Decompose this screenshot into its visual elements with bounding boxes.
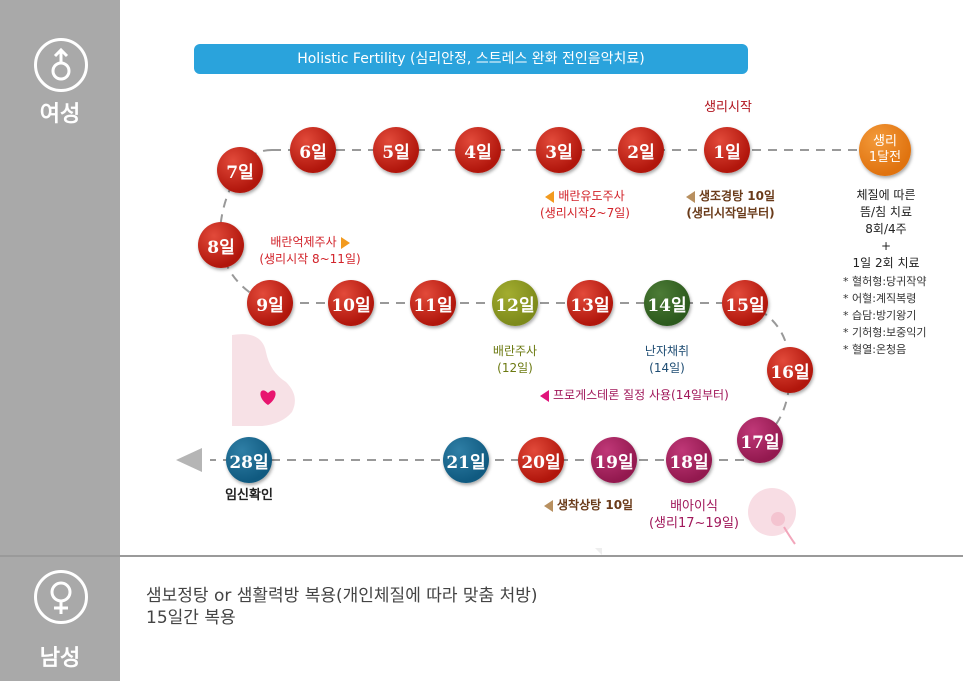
male-line2: 15일간 복용 [146, 608, 236, 628]
left-arrow-icon [540, 389, 549, 402]
egg-retrieval-line1: 난자채취 [644, 344, 690, 358]
ovulation-suppress-note: 배란억제주사 (생리시작 8~11일) [250, 234, 370, 268]
constitution-item: * 어혈:계직복령 [843, 292, 917, 305]
constitution-item: * 기허형:보중익기 [843, 326, 927, 339]
egg-icon [748, 488, 796, 536]
pregnant-silhouette-icon [232, 334, 295, 426]
saengjo-note: 생조경탕 10일 (생리시작일부터) [668, 188, 793, 222]
sidebar [0, 0, 120, 681]
pre-cycle-circle: 생리 1달전 [859, 124, 911, 176]
egg-retrieval-line2: (14일) [649, 361, 685, 375]
left-arrow-icon [685, 190, 695, 203]
day-21-circle: 21일 [443, 437, 489, 483]
left-arrow-icon [544, 499, 553, 512]
treatment-line3: 8회/4주 [865, 222, 907, 236]
saengchak-text: 생착상탕 10일 [557, 498, 634, 512]
holistic-fertility-banner: Holistic Fertility (심리안정, 스트레스 완화 전인음악치료… [194, 44, 748, 74]
ovulation-shot-line2: (12일) [497, 361, 533, 375]
day-3-circle: 3일 [536, 127, 582, 173]
day-15-circle: 15일 [722, 280, 768, 326]
ovulation-induction-line2: (생리시작2~7일) [540, 206, 630, 220]
day-13-circle: 13일 [567, 280, 613, 326]
pre-cycle-line2: 1달전 [868, 150, 902, 165]
day-12-circle: 12일 [492, 280, 538, 326]
male-prescription: 샘보정탕 or 샘활력방 복용(개인체질에 따라 맞춤 처방) 15일간 복용 [146, 585, 538, 629]
heart-icon [260, 390, 276, 405]
progesterone-note: 프로게스테론 질정 사용(14일부터) [540, 387, 740, 404]
saengchak-note: 생착상탕 10일 [544, 497, 654, 514]
day-8-circle: 8일 [198, 222, 244, 268]
male-label: 남성 [39, 646, 81, 671]
right-arrow-icon [340, 236, 350, 249]
timeline-arrow-icon [176, 448, 202, 472]
embryo-transfer-line2: (생리17~19일) [648, 516, 739, 531]
female-symbol-icon [34, 38, 88, 92]
constitution-item: * 혈허형:당귀작약 [843, 275, 927, 288]
saengjo-line1: 생조경탕 10일 [698, 189, 776, 203]
male-symbol-icon [34, 570, 88, 624]
ovulation-shot-line1: 배란주사 [492, 344, 538, 358]
day-5-circle: 5일 [373, 127, 419, 173]
treatment-plus: + [880, 239, 892, 253]
day-19-circle: 19일 [591, 437, 637, 483]
ovulation-induction-line1: 배란유도주사 [558, 189, 625, 203]
treatment-line4: 1일 2회 치료 [852, 256, 920, 270]
pregnancy-confirm-label: 임신확인 [225, 488, 273, 503]
section-divider [0, 555, 963, 557]
female-label: 여성 [39, 102, 81, 127]
ovulation-suppress-line1: 배란억제주사 [270, 235, 337, 249]
day-16-circle: 16일 [767, 347, 813, 393]
menstruation-start-label: 생리시작 [704, 100, 752, 115]
male-line1: 샘보정탕 or 샘활력방 복용(개인체질에 따라 맞춤 처방) [146, 586, 538, 606]
day-7-circle: 7일 [217, 147, 263, 193]
day-17-circle: 17일 [737, 417, 783, 463]
day-1-circle: 1일 [704, 127, 750, 173]
pre-cycle-line1: 생리 [873, 134, 897, 149]
day-14-circle: 14일 [644, 280, 690, 326]
embryo-transfer-note: 배아이식 (생리17~19일) [644, 498, 744, 532]
day-4-circle: 4일 [455, 127, 501, 173]
day-10-circle: 10일 [328, 280, 374, 326]
day-11-circle: 11일 [410, 280, 456, 326]
day-28-circle: 28일 [226, 437, 272, 483]
constitution-list: * 혈허형:당귀작약 * 어혈:계직복령 * 습담:방기왕기 * 기허형:보중익… [843, 273, 927, 358]
constitution-item: * 혈열:온청음 [843, 343, 907, 356]
treatment-line2: 뜸/침 치료 [859, 205, 913, 219]
day-20-circle: 20일 [518, 437, 564, 483]
day-2-circle: 2일 [618, 127, 664, 173]
day-6-circle: 6일 [290, 127, 336, 173]
day-9-circle: 9일 [247, 280, 293, 326]
treatment-line1: 체질에 따른 [856, 188, 916, 202]
constitution-item: * 습담:방기왕기 [843, 309, 917, 322]
egg-retrieval-note: 난자채취 (14일) [627, 343, 707, 377]
progesterone-text: 프로게스테론 질정 사용(14일부터) [553, 388, 729, 402]
treatment-block: 체질에 따른 뜸/침 치료 8회/4주 + 1일 2회 치료 [836, 187, 936, 272]
embryo-transfer-line1: 배아이식 [670, 499, 718, 514]
ovulation-suppress-line2: (생리시작 8~11일) [259, 252, 361, 266]
left-arrow-icon [545, 190, 555, 203]
ovulation-induction-note: 배란유도주사 (생리시작2~7일) [525, 188, 645, 222]
day-18-circle: 18일 [666, 437, 712, 483]
saengjo-line2: (생리시작일부터) [686, 206, 775, 220]
ovulation-shot-note: 배란주사 (12일) [475, 343, 555, 377]
